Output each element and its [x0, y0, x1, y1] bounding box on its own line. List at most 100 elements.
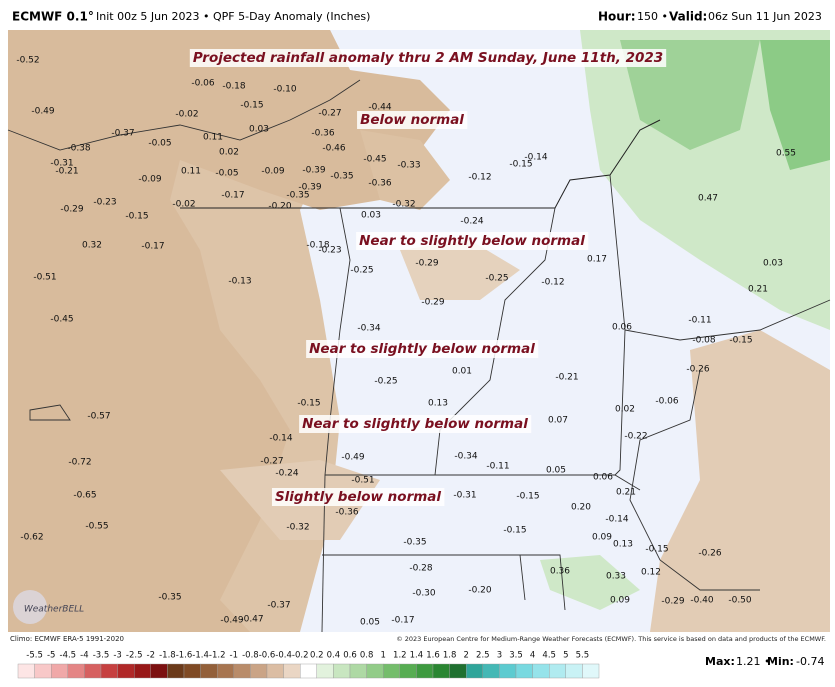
- colorbar-swatch: [84, 663, 102, 679]
- anomaly-label: -0.44: [368, 103, 392, 113]
- anomaly-label: -0.51: [351, 476, 374, 486]
- anomaly-label: 0.36: [550, 567, 570, 577]
- state-line: [325, 474, 641, 491]
- anomaly-label: -0.21: [555, 373, 578, 383]
- anomaly-label: -0.45: [363, 155, 386, 165]
- wet-area: [760, 40, 830, 170]
- colorbar-tick-label: -1.4: [192, 651, 209, 661]
- anomaly-label: -0.15: [503, 526, 526, 536]
- anomaly-label: -0.37: [267, 601, 290, 611]
- anomaly-label: -0.36: [311, 129, 335, 139]
- anomaly-label: -0.26: [698, 549, 722, 559]
- anomaly-label: -0.49: [31, 107, 55, 117]
- colorbar-swatch: [183, 663, 201, 679]
- anomaly-label: -0.72: [68, 458, 91, 468]
- anomaly-label: -0.29: [415, 259, 439, 269]
- anomaly-label: -0.35: [330, 172, 353, 182]
- colorbar-swatch: [51, 663, 69, 679]
- anomaly-label: 0.03: [361, 211, 381, 221]
- annotation-box: [357, 111, 468, 129]
- model-name: ECMWF 0.1°: [12, 10, 94, 24]
- max-value: 1.21 •: [736, 655, 770, 668]
- map-labels: -0.52 -0.06 -0.18 -0.10 -0.15 -0.49 -0.02 -0.27…: [16, 56, 796, 628]
- anomaly-label: -0.33: [397, 161, 420, 171]
- anomaly-label: -0.02: [172, 200, 195, 210]
- anomaly-label: -0.15: [125, 212, 148, 222]
- anomaly-label: -0.30: [412, 589, 436, 599]
- anomaly-label: -0.55: [85, 522, 108, 532]
- anomaly-label: -0.20: [268, 202, 292, 212]
- anomaly-label: -0.29: [661, 597, 685, 607]
- colorbar-tick-label: -1.2: [209, 651, 226, 661]
- colorbar-swatch: [515, 663, 533, 679]
- colorbar: -5.5 -5 -4.5 -4 -3.5 -3 -2.5 -2 -1.8 -1.6 -1.4 -1.2…: [17, 651, 600, 679]
- anomaly-label: -0.12: [541, 278, 564, 288]
- anomaly-label: -0.40: [690, 596, 714, 606]
- anomaly-label: -0.34: [454, 452, 478, 462]
- colorbar-tick-label: 3: [497, 651, 502, 661]
- anomaly-label: -0.14: [605, 515, 629, 525]
- river: [7, 79, 361, 151]
- colorbar-swatch: [150, 663, 168, 679]
- colorbar-swatch: [565, 663, 583, 679]
- colorbar-tick-label: 1: [380, 651, 385, 661]
- logo-mark: [13, 590, 47, 624]
- colorbar-swatch: [532, 663, 550, 679]
- colorbar-swatch: [366, 663, 384, 679]
- colorbar-tick-label: 1.6: [426, 651, 440, 661]
- colorbar-swatch: [216, 663, 234, 679]
- anomaly-label: -0.08: [692, 336, 716, 346]
- colorbar-tick-label: -1: [230, 651, 238, 661]
- annotation-box: [306, 340, 539, 358]
- annotation-box: [299, 415, 532, 433]
- colorbar-swatch: [482, 663, 500, 679]
- anomaly-label: -0.50: [728, 596, 752, 606]
- anomaly-label: -0.31: [453, 491, 476, 501]
- valid-info: Hour: 150 • Valid: 06z Sun 11 Jun 2023: [598, 10, 822, 24]
- anomaly-label: -0.17: [221, 191, 244, 201]
- anomaly-label: -0.18: [306, 241, 330, 251]
- anomaly-label: -0.23: [318, 246, 341, 256]
- max-label: Max:: [705, 655, 735, 668]
- anomaly-label: -0.35: [403, 538, 426, 548]
- anomaly-label: -0.28: [409, 564, 433, 574]
- colorbar-tick-label: -4: [80, 651, 88, 661]
- anomaly-label: -0.51: [33, 273, 56, 283]
- anomaly-label: -0.09: [261, 167, 285, 177]
- anomaly-label: -0.20: [468, 586, 492, 596]
- anomaly-label: -0.34: [357, 324, 381, 334]
- anomaly-label: -0.24: [460, 217, 484, 227]
- colorbar-swatch: [582, 663, 600, 679]
- anomaly-label: -0.36: [368, 179, 392, 189]
- colorbar-swatch: [466, 663, 484, 679]
- colorbar-swatch: [333, 663, 351, 679]
- colorbar-swatch: [316, 663, 334, 679]
- colorbar-swatch: [17, 663, 35, 679]
- anomaly-label: -0.15: [509, 160, 532, 170]
- colorbar-tick-label: -2.5: [126, 651, 143, 661]
- colorbar-swatch: [449, 663, 467, 679]
- state-line: [322, 554, 566, 611]
- colorbar-tick-label: -1.8: [159, 651, 176, 661]
- colorbar-swatch: [233, 663, 251, 679]
- anomaly-label: 0.17: [587, 255, 607, 265]
- colorbar-tick-label: -0.8: [242, 651, 259, 661]
- anomaly-label: 0.03: [249, 125, 269, 135]
- anomaly-label: 0.06: [593, 473, 613, 483]
- colorbar-swatch: [117, 663, 135, 679]
- colorbar-tick-label: 1.4: [410, 651, 424, 661]
- anomaly-label: -0.17: [391, 616, 414, 626]
- anomaly-label: 0.13: [428, 399, 448, 409]
- anomaly-label: -0.11: [486, 462, 509, 472]
- colorbar-tick-label: -5: [47, 651, 55, 661]
- colorbar-swatch: [432, 663, 450, 679]
- border: [180, 119, 661, 209]
- colorbar-swatch: [283, 663, 301, 679]
- anomaly-label: -0.52: [16, 56, 39, 66]
- colorbar-swatch: [167, 663, 185, 679]
- anomaly-label: -0.15: [645, 545, 668, 555]
- colorbar-tick-label: 1.8: [443, 651, 457, 661]
- min-label: Min:: [767, 655, 794, 668]
- colorbar-tick-label: -0.4: [275, 651, 292, 661]
- hour-value: 150 •: [637, 10, 668, 23]
